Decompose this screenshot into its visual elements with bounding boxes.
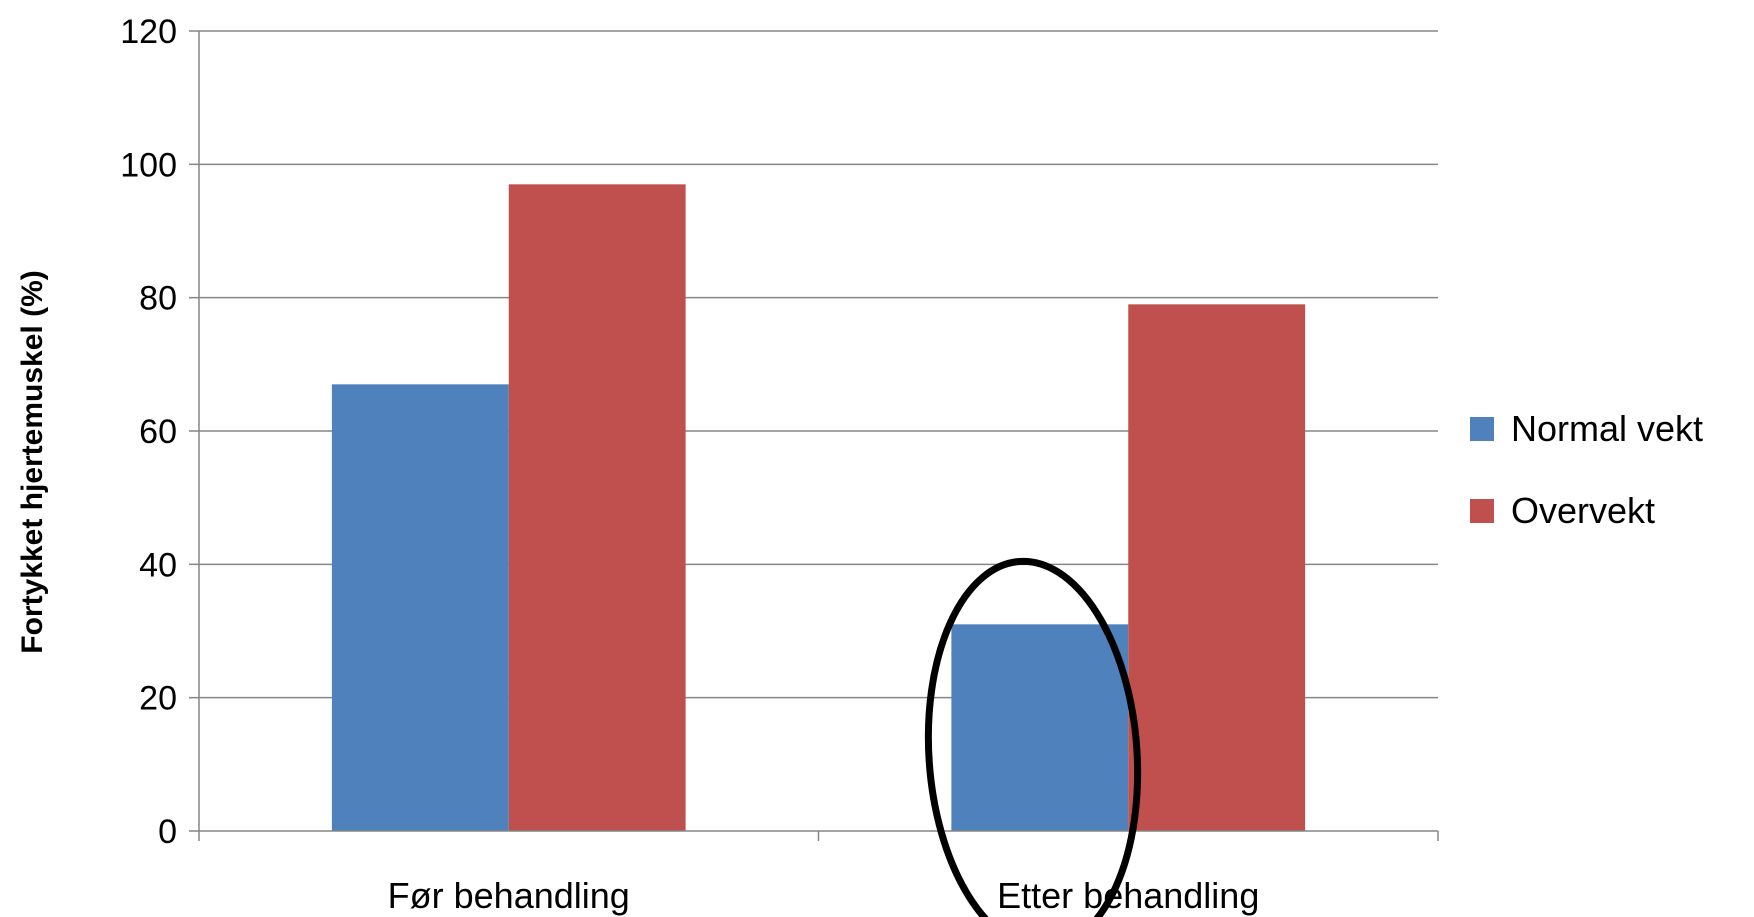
legend-label: Normal vekt [1511,408,1703,449]
bar [508,184,686,832]
y-tick-label: 20 [139,680,177,718]
axes [198,31,1439,841]
legend: Normal vekt Overvekt [1470,408,1703,531]
x-category-labels: Før behandling Etter behandling [388,875,1260,916]
y-tick-label: 60 [139,413,177,451]
y-tick-label: 0 [158,813,177,851]
bars [331,184,1306,832]
y-tick-label: 100 [120,146,177,184]
x-category-label: Etter behandling [997,875,1259,916]
legend-swatch [1470,417,1494,441]
bar [1128,304,1306,831]
y-tick-labels: 0 20 40 60 80 100 120 [120,13,177,851]
highlight-ellipse [924,557,1142,917]
bar [331,384,509,831]
bar [951,624,1129,831]
x-category-label: Før behandling [388,875,630,916]
y-tick-label: 40 [139,546,177,584]
y-tick-label: 80 [139,280,177,318]
legend-swatch [1470,499,1494,523]
y-tick-label: 120 [120,13,177,51]
legend-label: Overvekt [1511,490,1655,531]
y-axis-title: Fortykket hjertemuskel (%) [16,270,49,653]
